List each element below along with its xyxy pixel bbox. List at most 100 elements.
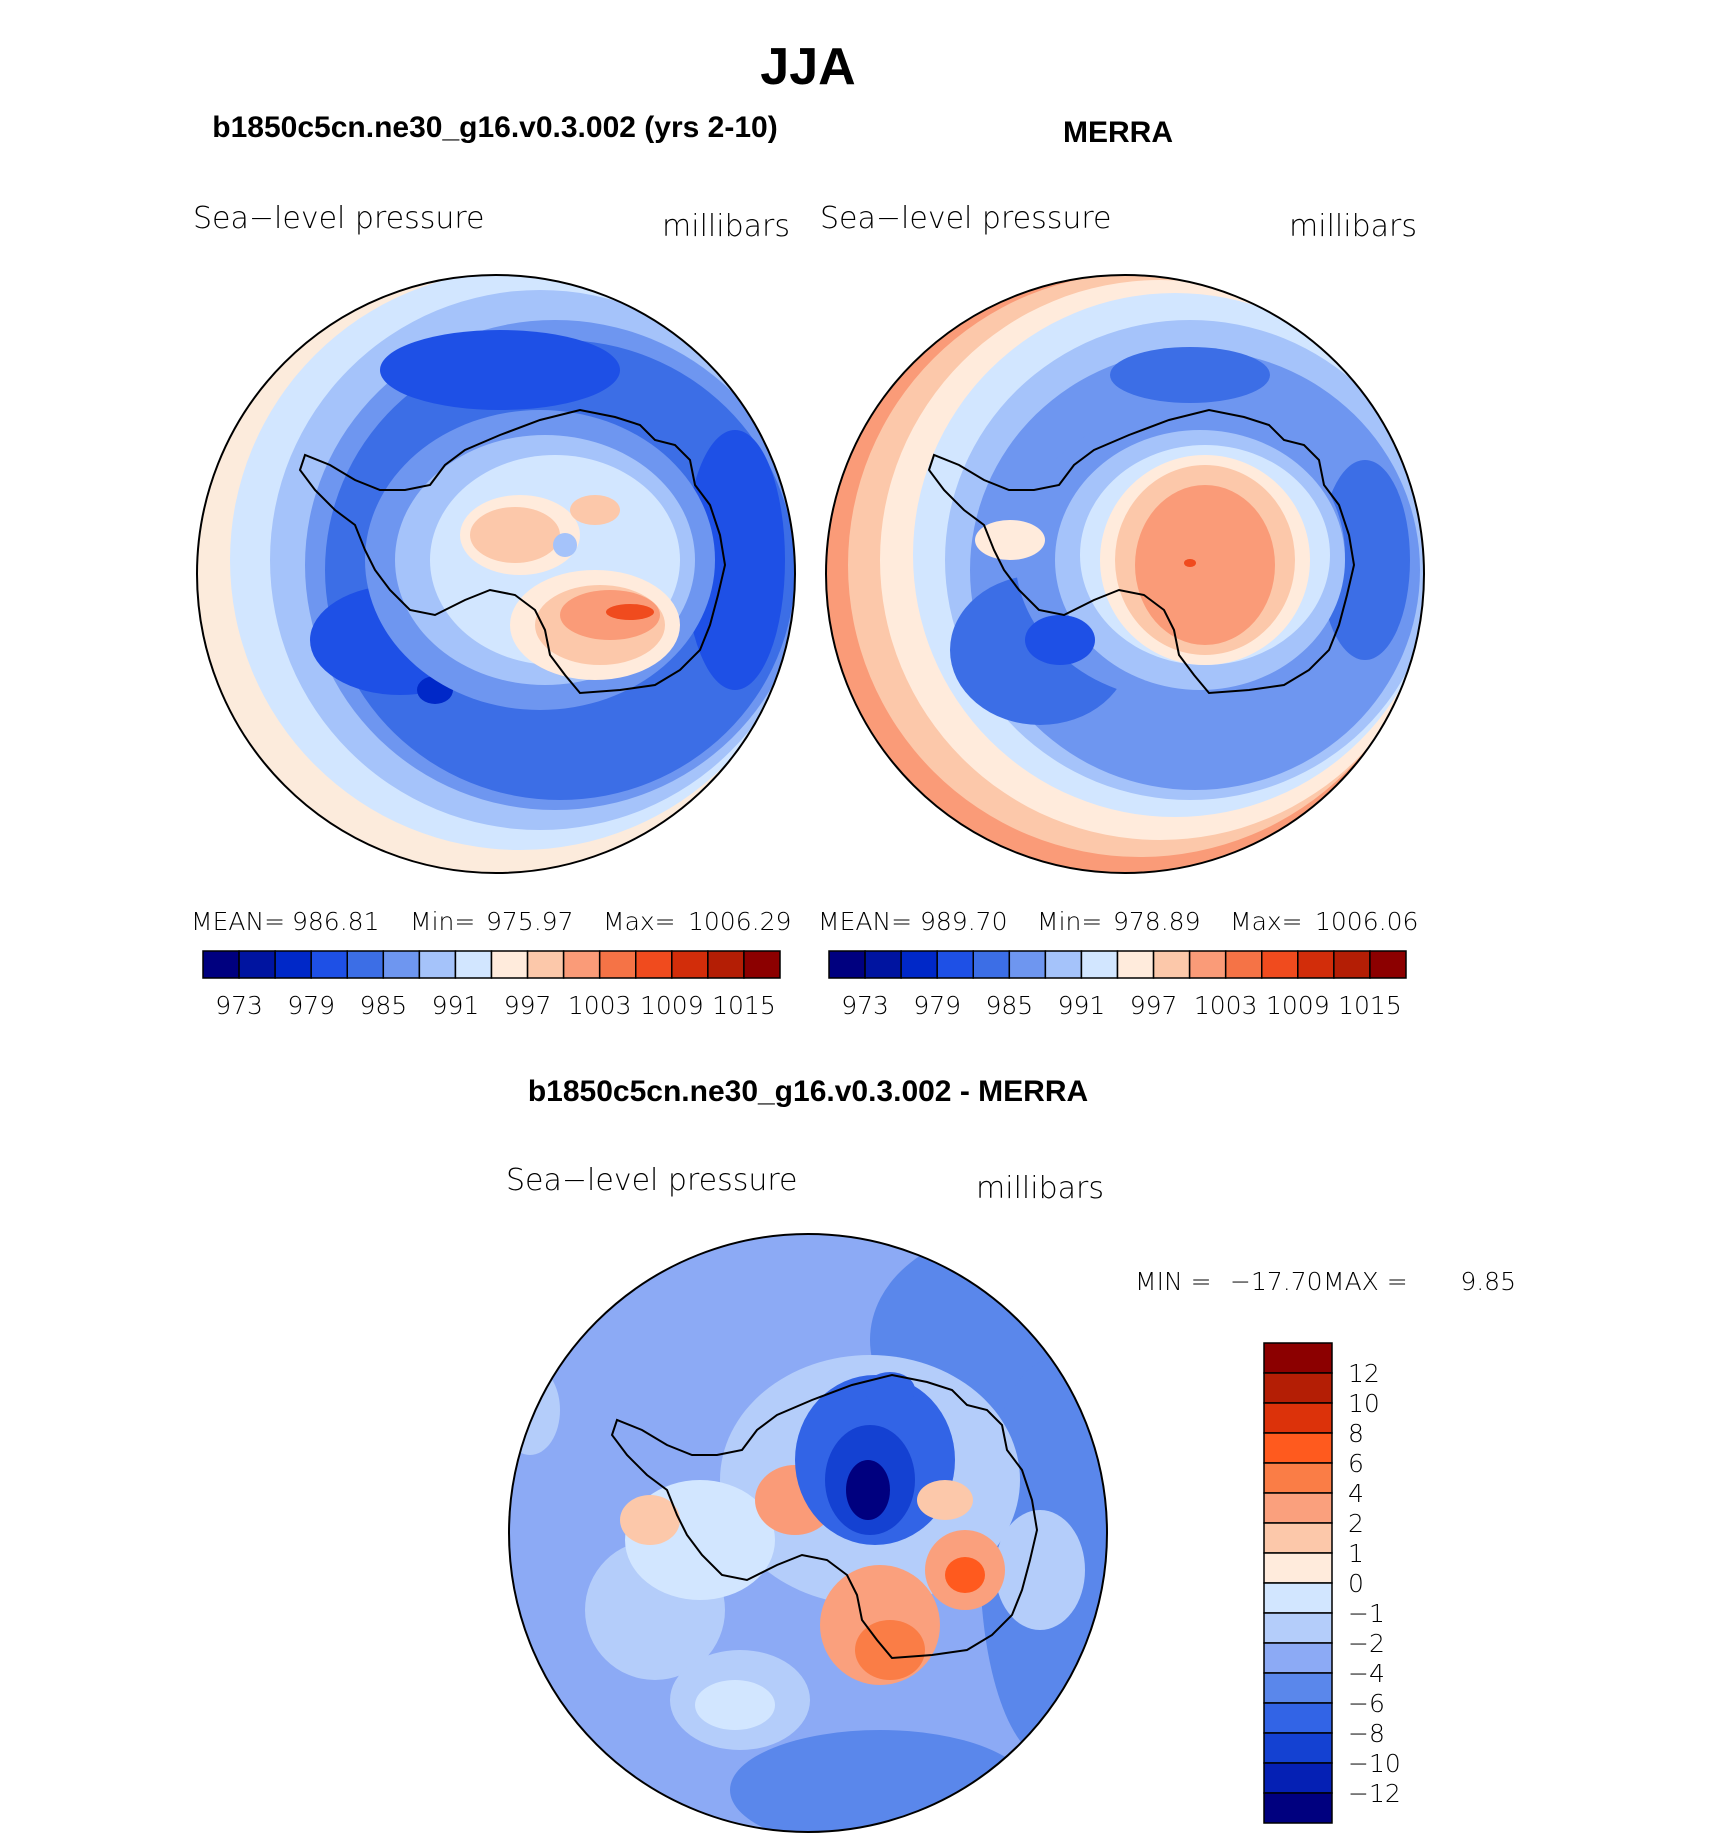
panel-b-mean: 989.70 bbox=[920, 907, 1007, 936]
diff-colorbar-swatch bbox=[1263, 1702, 1333, 1734]
diff-colorbar-tick-label: −2 bbox=[1348, 1629, 1385, 1658]
panel-a-colorbar-tick-label: 991 bbox=[432, 991, 480, 1020]
panel-b-max-label: Max= bbox=[1230, 907, 1303, 936]
panel-b-colorbar-swatch bbox=[828, 950, 866, 979]
diff-colorbar-tick-label: −8 bbox=[1348, 1719, 1385, 1748]
panel-a-units: millibars bbox=[662, 209, 790, 244]
diff-colorbar-swatch bbox=[1263, 1432, 1333, 1464]
panel-a-max: 1006.29 bbox=[688, 907, 791, 936]
panel-a-colorbar-tick-label: 1015 bbox=[712, 991, 776, 1020]
diff-max: 9.85 bbox=[1460, 1267, 1516, 1296]
panel-b-colorbar-swatch bbox=[1188, 950, 1227, 979]
panel-a-colorbar-tick-label: 1003 bbox=[568, 991, 632, 1020]
panel-a-colorbar-tick-label: 985 bbox=[359, 991, 407, 1020]
diff-colorbar-tick-label: 1 bbox=[1348, 1539, 1364, 1568]
panel-b-colorbar-swatch bbox=[1008, 950, 1047, 979]
diff-colorbar bbox=[1263, 1342, 1333, 1824]
diff-colorbar-swatch bbox=[1263, 1462, 1333, 1494]
panel-a-colorbar-swatch bbox=[418, 950, 457, 979]
diff-colorbar-swatch bbox=[1263, 1402, 1333, 1434]
panel-a-stats: MEAN= 986.81 Min= 975.97 Max= 1006.29 bbox=[191, 907, 791, 936]
panel-b-colorbar-tick-label: 979 bbox=[913, 991, 961, 1020]
panel-a-map bbox=[197, 275, 795, 873]
diff-colorbar-tick-label: 0 bbox=[1348, 1569, 1364, 1598]
panel-b-colorbar-swatch bbox=[1044, 950, 1083, 979]
panel-a-mean: 986.81 bbox=[292, 907, 379, 936]
panel-b-colorbar-tick-label: 1009 bbox=[1266, 991, 1330, 1020]
panel-b-colorbar-swatch bbox=[1369, 950, 1407, 979]
figure-title: JJA bbox=[760, 38, 855, 96]
panel-a-colorbar-labels: 973 979 985 991 997 1003 1009 1015 bbox=[215, 991, 776, 1020]
panel-b-stats: MEAN= 989.70 Min= 978.89 Max= 1006.06 bbox=[818, 907, 1418, 936]
panel-a-colorbar bbox=[202, 950, 781, 979]
diff-colorbar-swatch bbox=[1263, 1522, 1333, 1554]
panel-a-colorbar-swatch bbox=[382, 950, 421, 979]
panel-b-max: 1006.06 bbox=[1315, 907, 1418, 936]
diff-max-label: MAX = bbox=[1323, 1267, 1408, 1296]
diff-map-border bbox=[508, 1233, 1108, 1833]
diff-minmax: MIN = −17.70 MAX = 9.85 bbox=[1135, 1267, 1516, 1296]
diff-colorbar-tick-label: 6 bbox=[1348, 1449, 1364, 1478]
diff-colorbar-swatch bbox=[1263, 1342, 1333, 1374]
diff-colorbar-tick-label: −12 bbox=[1348, 1779, 1401, 1808]
panel-b-map bbox=[826, 275, 1424, 873]
panel-b-colorbar-swatch bbox=[1080, 950, 1119, 979]
panel-b-colorbar-swatch bbox=[1224, 950, 1263, 979]
diff-colorbar-swatch bbox=[1263, 1582, 1333, 1614]
panel-b-colorbar-swatch bbox=[864, 950, 902, 979]
panel-a-colorbar-swatch bbox=[526, 950, 565, 979]
panel-a-mean-label: MEAN= bbox=[191, 907, 285, 936]
diff-variable: Sea−level pressure bbox=[506, 1163, 797, 1198]
diff-colorbar-tick-label: 4 bbox=[1348, 1479, 1364, 1508]
diff-colorbar-tick-label: 12 bbox=[1348, 1359, 1380, 1388]
panel-a-colorbar-swatch bbox=[310, 950, 348, 979]
diff-colorbar-swatch bbox=[1263, 1552, 1333, 1584]
panel-a-min: 975.97 bbox=[486, 907, 573, 936]
panel-a-colorbar-swatch bbox=[562, 950, 601, 979]
panel-a-colorbar-tick-label: 979 bbox=[287, 991, 335, 1020]
panel-b-colorbar-swatch bbox=[1152, 950, 1191, 979]
panel-a-min-label: Min= bbox=[410, 907, 475, 936]
panel-b-colorbar-swatch bbox=[1261, 950, 1299, 979]
diff-colorbar-tick-label: 8 bbox=[1348, 1419, 1364, 1448]
panel-a-colorbar-swatch bbox=[202, 950, 240, 979]
panel-a-colorbar-swatch bbox=[454, 950, 493, 979]
diff-colorbar-swatch bbox=[1263, 1672, 1333, 1704]
panel-b-min-label: Min= bbox=[1037, 907, 1102, 936]
panel-b-colorbar-tick-label: 985 bbox=[985, 991, 1033, 1020]
diff-colorbar-swatch bbox=[1263, 1762, 1333, 1794]
diff-min: −17.70 bbox=[1230, 1267, 1323, 1296]
panel-a-colorbar-swatch bbox=[598, 950, 637, 979]
diff-colorbar-tick-label: 2 bbox=[1348, 1509, 1364, 1538]
panel-a-colorbar-swatch bbox=[346, 950, 385, 979]
panel-a-variable: Sea−level pressure bbox=[193, 201, 484, 236]
diff-colorbar-swatch bbox=[1263, 1792, 1333, 1824]
panel-a-colorbar-swatch bbox=[671, 950, 709, 979]
panel-b-variable: Sea−level pressure bbox=[820, 201, 1111, 236]
panel-b-colorbar-tick-label: 997 bbox=[1130, 991, 1178, 1020]
diff-units: millibars bbox=[976, 1171, 1104, 1206]
panel-b-mean-label: MEAN= bbox=[818, 907, 912, 936]
diff-colorbar-swatch bbox=[1263, 1732, 1333, 1764]
diff-colorbar-swatch bbox=[1263, 1612, 1333, 1644]
panel-a-max-label: Max= bbox=[603, 907, 676, 936]
panel-a-colorbar-tick-label: 973 bbox=[215, 991, 263, 1020]
panel-b-colorbar-tick-label: 991 bbox=[1058, 991, 1106, 1020]
panel-a-map-border bbox=[196, 274, 796, 874]
panel-b-units: millibars bbox=[1289, 209, 1417, 244]
panel-b-colorbar-swatch bbox=[1333, 950, 1371, 979]
panel-b-title: MERRA bbox=[1063, 116, 1173, 149]
panel-b-colorbar-tick-label: 973 bbox=[841, 991, 889, 1020]
panel-b-colorbar-tick-label: 1015 bbox=[1338, 991, 1402, 1020]
diff-colorbar-tick-label: −4 bbox=[1348, 1659, 1385, 1688]
panel-b-colorbar-swatch bbox=[936, 950, 974, 979]
panel-b-min: 978.89 bbox=[1113, 907, 1200, 936]
panel-b-map-border bbox=[825, 274, 1425, 874]
panel-a-title: b1850c5cn.ne30_g16.v0.3.002 (yrs 2-10) bbox=[212, 111, 777, 144]
panel-a-colorbar-swatch bbox=[274, 950, 312, 979]
panel-a-colorbar-swatch bbox=[743, 950, 781, 979]
panel-b-colorbar-labels: 973 979 985 991 997 1003 1009 1015 bbox=[841, 991, 1402, 1020]
panel-b-colorbar-swatch bbox=[1297, 950, 1335, 979]
panel-a-colorbar-swatch bbox=[490, 950, 529, 979]
